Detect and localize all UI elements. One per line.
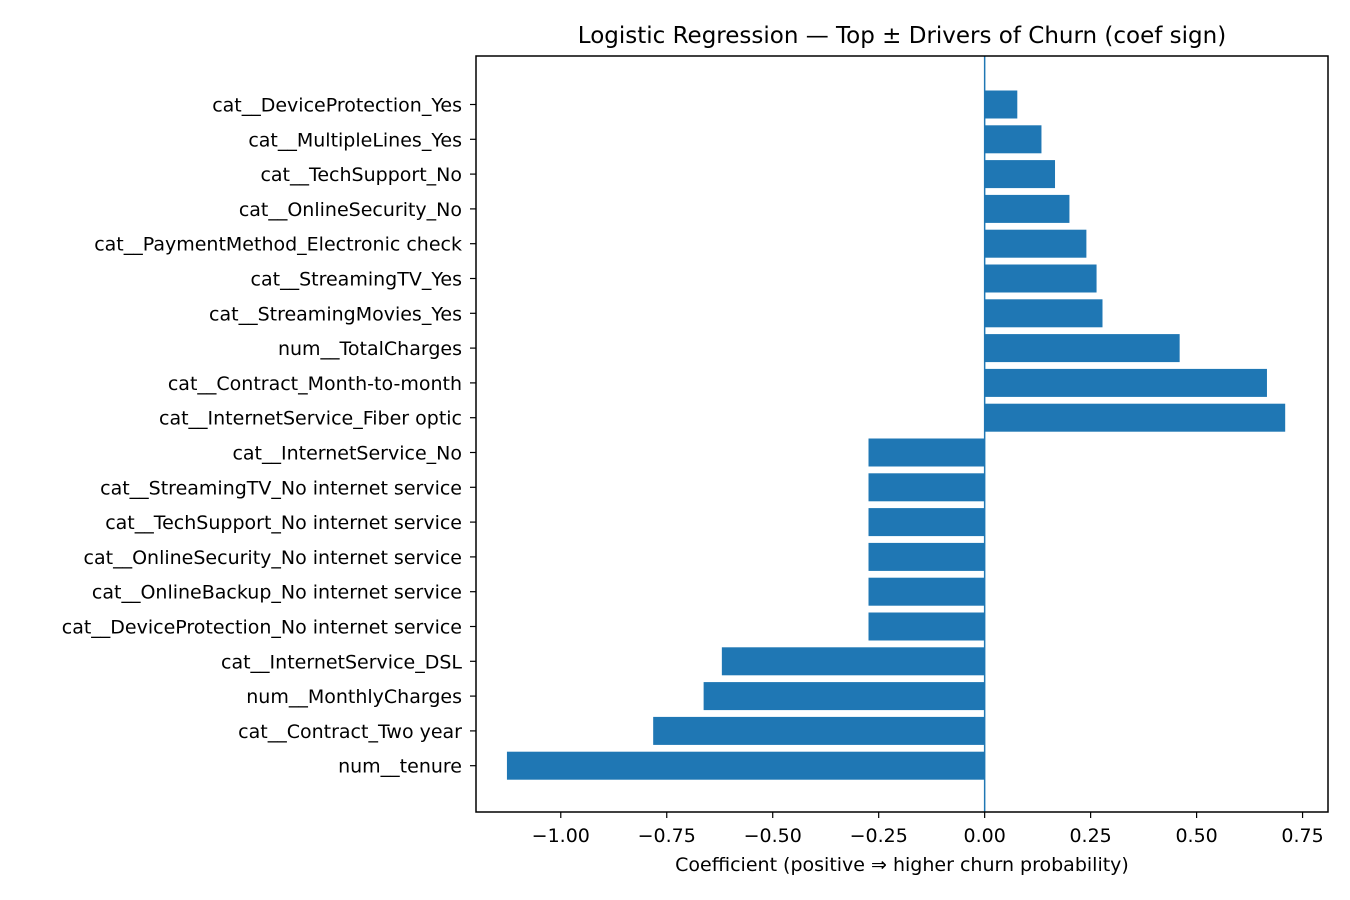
y-tick-label: cat__Contract_Month-to-month <box>168 373 462 395</box>
y-tick-label: cat__InternetService_Fiber optic <box>159 408 462 430</box>
chart-title: Logistic Regression — Top ± Drivers of C… <box>578 23 1226 49</box>
x-axis-label: Coefficient (positive ⇒ higher churn pro… <box>675 854 1129 876</box>
x-tick-label: 0.50 <box>1175 825 1217 847</box>
y-tick-label: cat__PaymentMethod_Electronic check <box>94 234 462 256</box>
y-tick-label: cat__StreamingTV_Yes <box>251 269 462 291</box>
x-tick-label: −0.75 <box>638 825 696 847</box>
bar <box>868 473 985 502</box>
y-tick-label: cat__OnlineSecurity_No <box>239 199 462 221</box>
bar <box>984 334 1180 363</box>
y-tick-label: cat__StreamingMovies_Yes <box>209 303 462 325</box>
y-tick-label: cat__StreamingTV_No internet service <box>100 477 462 499</box>
x-tick-label: 0.75 <box>1281 825 1323 847</box>
y-tick-label: cat__TechSupport_No <box>260 164 462 186</box>
y-tick-label: num__MonthlyCharges <box>246 686 462 708</box>
y-tick-label: num__TotalCharges <box>278 338 462 360</box>
bar <box>984 368 1267 397</box>
bar <box>868 577 985 606</box>
bar <box>868 508 985 537</box>
y-tick-label: cat__MultipleLines_Yes <box>248 129 462 151</box>
bar <box>984 299 1103 328</box>
y-tick-label: cat__InternetService_No <box>232 443 462 465</box>
x-tick-label: −0.50 <box>744 825 802 847</box>
bar <box>653 716 985 745</box>
y-tick-label: cat__DeviceProtection_Yes <box>212 95 462 117</box>
x-ticks: −1.00 −0.75 −0.50 −0.25 0.00 0.25 0.50 0.75 <box>532 812 1324 847</box>
y-tick-label: cat__TechSupport_No internet service <box>105 512 462 534</box>
x-tick-label: −0.25 <box>850 825 908 847</box>
plot-frame <box>475 55 1329 813</box>
bar <box>868 438 985 467</box>
bar <box>984 403 1286 432</box>
bar-group <box>506 90 1286 780</box>
bar <box>868 612 985 641</box>
bar <box>984 194 1070 223</box>
x-tick-label: 0.00 <box>964 825 1006 847</box>
bar <box>506 751 985 780</box>
bar <box>984 125 1042 154</box>
y-tick-labels: cat__DeviceProtection_Yes cat__MultipleLi… <box>62 95 476 778</box>
bar <box>721 647 985 676</box>
bar <box>984 264 1097 293</box>
y-tick-label: num__tenure <box>338 756 462 778</box>
bar <box>703 682 985 711</box>
x-tick-label: −1.00 <box>532 825 590 847</box>
y-tick-label: cat__Contract_Two year <box>238 721 462 743</box>
bar <box>984 160 1056 189</box>
bar <box>984 90 1018 119</box>
bar <box>984 229 1087 258</box>
bar <box>868 542 985 571</box>
y-tick-label: cat__OnlineBackup_No internet service <box>92 582 462 604</box>
y-tick-label: cat__OnlineSecurity_No internet service <box>84 547 462 569</box>
x-tick-label: 0.25 <box>1069 825 1111 847</box>
y-tick-label: cat__DeviceProtection_No internet servic… <box>62 617 462 639</box>
y-tick-label: cat__InternetService_DSL <box>221 651 462 673</box>
